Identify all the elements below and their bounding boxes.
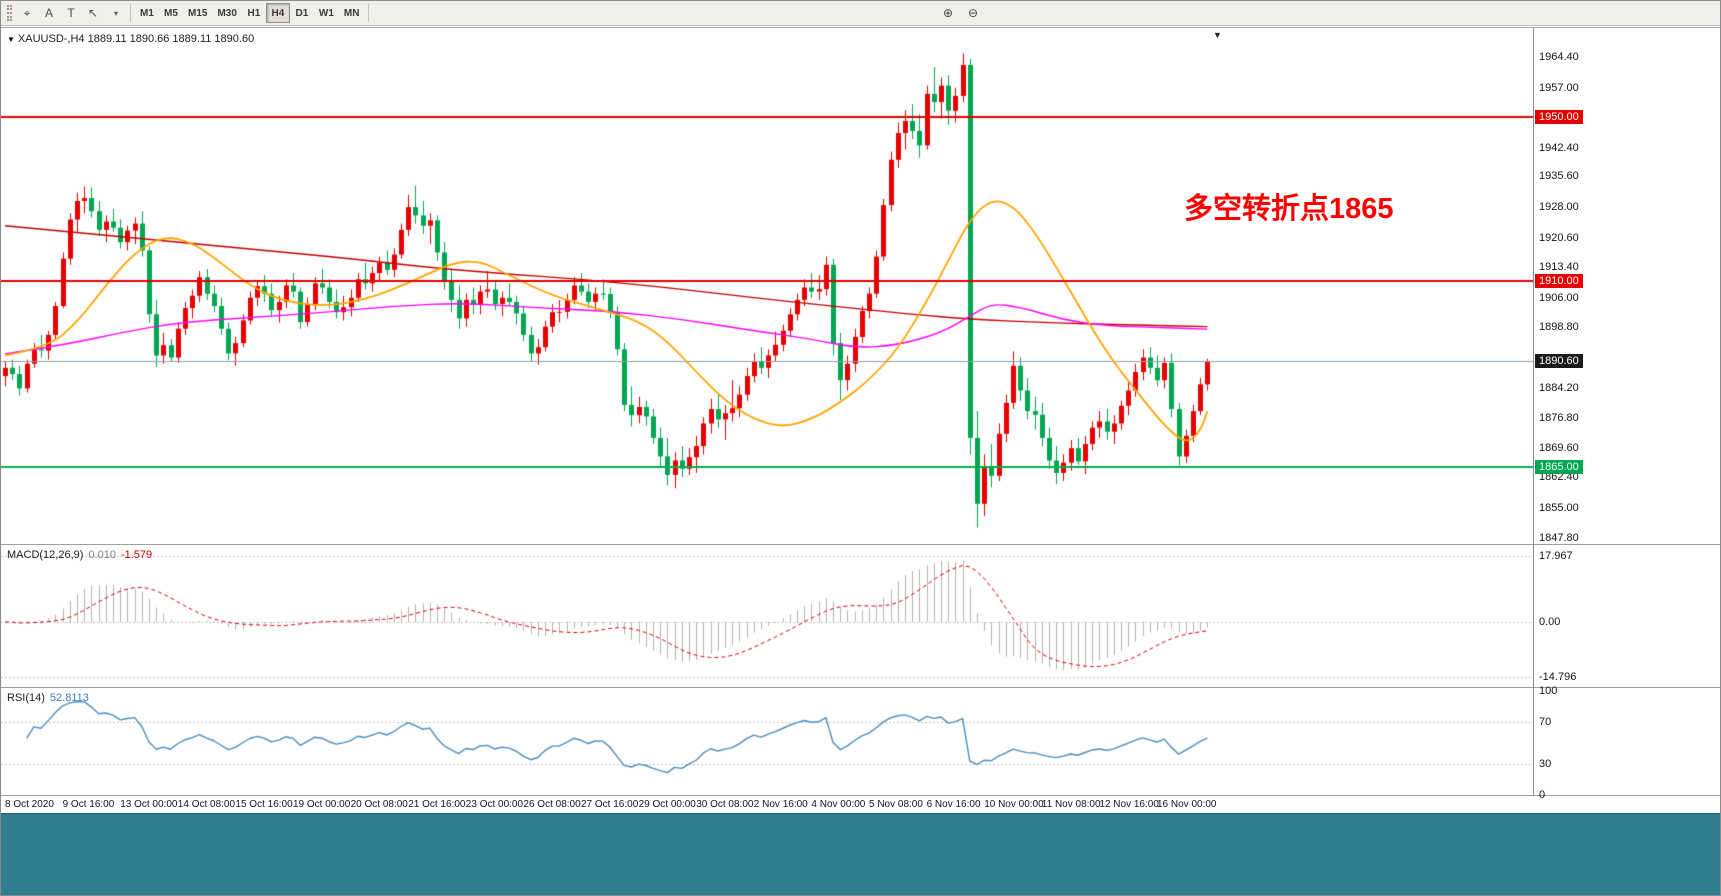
date-label: 30 Oct 08:00 bbox=[696, 799, 754, 810]
date-label: 9 Oct 16:00 bbox=[62, 799, 115, 810]
symbol-name: XAUUSD-,H4 bbox=[17, 33, 85, 45]
price-tick-label: 1898.80 bbox=[1539, 321, 1579, 334]
rsi-tick-label: 0 bbox=[1539, 789, 1546, 801]
shapes-dropdown-button[interactable]: ▾ bbox=[104, 3, 126, 23]
ohlc-values: 1889.11 1890.66 1889.11 1890.60 bbox=[87, 33, 255, 45]
date-label: 13 Oct 00:00 bbox=[120, 799, 178, 810]
rsi-value: 52.8113 bbox=[49, 692, 89, 704]
price-tick-label: 1862.40 bbox=[1539, 471, 1579, 484]
bottom-panel bbox=[1, 813, 1720, 895]
date-label: 8 Oct 2020 bbox=[5, 799, 54, 810]
chart-text-annotation[interactable]: 多空转折点1865 bbox=[1184, 193, 1394, 225]
price-tick-label: 1913.40 bbox=[1539, 261, 1579, 274]
chart-title: ▼ XAUUSD-,H4 1889.11 1890.66 1889.11 1890… bbox=[7, 33, 254, 45]
crosshair-icon[interactable]: ⌖ bbox=[23, 5, 31, 20]
price-scale-axis-line bbox=[1533, 28, 1534, 795]
zoom-out-icon[interactable]: ⊖ bbox=[967, 6, 979, 20]
date-label: 21 Oct 16:00 bbox=[408, 799, 466, 810]
timeframe-button-d1[interactable]: D1 bbox=[295, 7, 309, 19]
price-badge-1890.60: 1890.60 bbox=[1535, 354, 1583, 369]
price-scale[interactable]: 1964.40 1957.00 1942.40 1935.60 1928.00 1920.… bbox=[1533, 28, 1720, 801]
date-label: 27 Oct 16:00 bbox=[581, 799, 639, 810]
panel-resize-separator[interactable] bbox=[1, 544, 1720, 545]
date-label: 6 Nov 16:00 bbox=[926, 799, 981, 810]
date-label: 23 Oct 00:00 bbox=[465, 799, 524, 810]
macd-tick-label: 17.967 bbox=[1539, 549, 1573, 562]
macd-panel-canvas[interactable] bbox=[1, 545, 1533, 687]
rsi-tick-label: 30 bbox=[1539, 757, 1552, 770]
price-tick-label: 1847.80 bbox=[1539, 531, 1579, 544]
drawing-tools-group: ⌖ A T ↖ bbox=[16, 3, 104, 23]
price-tick-label: 1935.60 bbox=[1539, 169, 1579, 182]
price-badge-1950.00: 1950.00 bbox=[1535, 109, 1583, 124]
symbol-collapse-icon[interactable]: ▼ bbox=[7, 35, 15, 44]
zoom-tools-group: ⊕ ⊖ bbox=[937, 3, 984, 23]
date-label: 10 Nov 00:00 bbox=[984, 799, 1044, 810]
price-tick-label: 1964.40 bbox=[1539, 51, 1579, 64]
toolbar-separator bbox=[130, 4, 131, 22]
toolbar: ⌖ A T ↖ ▾ M1 M5 M15 M30 H1 H4 D1 W1 MN ⊕ ⊖ bbox=[1, 1, 1720, 26]
macd-name: MACD(12,26,9) bbox=[7, 549, 84, 561]
macd-tick-label: 0.00 bbox=[1539, 616, 1561, 628]
panel-resize-separator[interactable] bbox=[1, 687, 1720, 688]
price-badge-1910.00: 1910.00 bbox=[1535, 274, 1583, 289]
macd-signal-value: -1.579 bbox=[120, 549, 153, 561]
date-label: 16 Nov 00:00 bbox=[1157, 799, 1217, 810]
date-label: 2 Nov 16:00 bbox=[753, 799, 808, 810]
date-label: 26 Oct 08:00 bbox=[523, 799, 581, 810]
rsi-indicator-label: RSI(14) 52.8113 bbox=[7, 692, 89, 704]
timeframe-button-m1[interactable]: M1 bbox=[140, 7, 154, 19]
price-tick-label: 1876.80 bbox=[1539, 412, 1579, 425]
panel-resize-separator[interactable] bbox=[1, 795, 1720, 796]
macd-tick-label: -14.796 bbox=[1539, 670, 1577, 683]
timeframe-button-h1[interactable]: H1 bbox=[247, 7, 261, 19]
shapes-tool-icon[interactable]: ↖ bbox=[87, 6, 99, 20]
macd-main-value: 0.010 bbox=[88, 549, 116, 561]
timeframe-button-h4[interactable]: H4 bbox=[265, 3, 290, 23]
date-label: 20 Oct 08:00 bbox=[350, 799, 408, 810]
price-chart-canvas[interactable] bbox=[1, 30, 1533, 544]
timeframe-button-w1[interactable]: W1 bbox=[318, 7, 334, 19]
chart-shift-marker-icon[interactable]: ▼ bbox=[1213, 30, 1222, 40]
price-tick-label: 1957.00 bbox=[1539, 81, 1579, 94]
time-scale[interactable]: 8 Oct 2020 9 Oct 16:00 13 Oct 00:00 14 Oct … bbox=[1, 796, 1720, 814]
timeframe-button-m15[interactable]: M15 bbox=[188, 7, 208, 19]
timeframe-button-m5[interactable]: M5 bbox=[164, 7, 178, 19]
price-tick-label: 1869.60 bbox=[1539, 441, 1579, 454]
price-tick-label: 1928.00 bbox=[1539, 201, 1579, 214]
price-tick-label: 1906.00 bbox=[1539, 291, 1579, 304]
timeframe-button-mn[interactable]: MN bbox=[343, 7, 360, 19]
date-label: 4 Nov 00:00 bbox=[811, 799, 866, 810]
date-label: 12 Nov 16:00 bbox=[1099, 799, 1159, 810]
zoom-in-icon[interactable]: ⊕ bbox=[942, 6, 954, 20]
rsi-tick-label: 70 bbox=[1539, 716, 1552, 729]
chevron-down-icon: ▾ bbox=[113, 8, 118, 18]
date-label: 29 Oct 00:00 bbox=[638, 799, 696, 810]
price-tick-label: 1884.20 bbox=[1539, 381, 1579, 394]
date-label: 11 Nov 08:00 bbox=[1041, 799, 1101, 810]
toolbar-grip[interactable] bbox=[7, 5, 12, 21]
rsi-panel-canvas[interactable] bbox=[1, 688, 1533, 795]
rsi-tick-label: 100 bbox=[1539, 685, 1558, 697]
price-tick-label: 1942.40 bbox=[1539, 141, 1579, 154]
timeframe-group: M1 M5 M15 M30 H1 H4 D1 W1 MN bbox=[135, 3, 364, 23]
date-label: 19 Oct 00:00 bbox=[293, 799, 351, 810]
price-badge-1865.00: 1865.00 bbox=[1535, 459, 1583, 474]
timeframe-button-m30[interactable]: M30 bbox=[217, 7, 237, 19]
toolbar-separator bbox=[368, 4, 370, 22]
rsi-name: RSI(14) bbox=[7, 692, 45, 704]
price-tick-label: 1920.60 bbox=[1539, 231, 1579, 244]
chart-window: ▼ XAUUSD-,H4 1889.11 1890.66 1889.11 1890… bbox=[1, 27, 1720, 814]
date-label: 5 Nov 08:00 bbox=[869, 799, 923, 810]
date-label: 15 Oct 16:00 bbox=[235, 799, 293, 810]
text-tool-icon[interactable]: A bbox=[44, 6, 53, 20]
price-tick-label: 1855.00 bbox=[1539, 501, 1579, 514]
macd-indicator-label: MACD(12,26,9) 0.010 -1.579 bbox=[7, 549, 152, 561]
text-label-tool-icon[interactable]: T bbox=[67, 6, 75, 20]
date-label: 14 Oct 08:00 bbox=[177, 799, 236, 810]
